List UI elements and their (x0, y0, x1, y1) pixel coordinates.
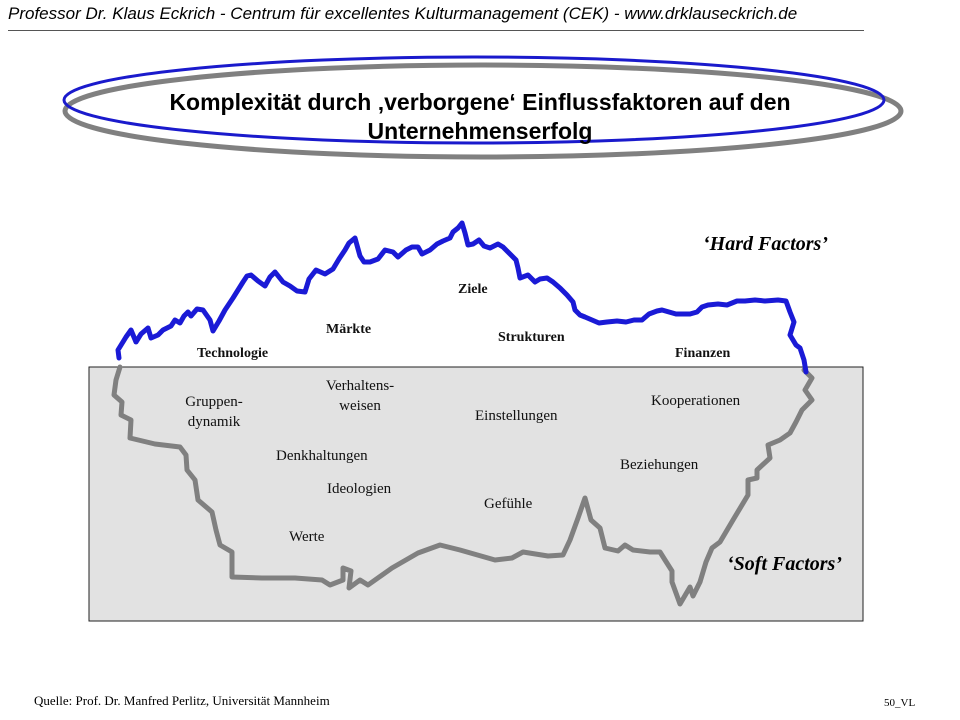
water-area (88, 366, 864, 622)
title-ellipse-grey (62, 62, 904, 160)
slide-header: Professor Dr. Klaus Eckrich - Centrum fü… (8, 4, 798, 23)
label-gruppendynamik: Gruppen- dynamik (172, 392, 256, 432)
title-line-1: Komplexität durch ‚verborgene‘ Einflussf… (169, 89, 791, 115)
label-ziele: Ziele (458, 282, 488, 297)
label-einstellungen: Einstellungen (475, 408, 558, 424)
label-verhaltensweisen-line-2: weisen (339, 398, 381, 414)
label-gruppendynamik-line-1: Gruppen- (185, 394, 243, 410)
label-gefuehle: Gefühle (484, 496, 533, 512)
label-strukturen: Strukturen (498, 330, 565, 345)
label-kooperationen: Kooperationen (651, 393, 741, 409)
label-beziehungen: Beziehungen (620, 457, 699, 473)
label-denkhaltungen: Denkhaltungen (276, 448, 368, 464)
soft-factors-label: ‘Soft Factors’ (727, 553, 842, 575)
label-technologie: Technologie (197, 346, 269, 361)
iceberg-above-water (115, 220, 809, 375)
source-citation: Quelle: Prof. Dr. Manfred Perlitz, Unive… (34, 693, 330, 708)
page-number-value: 50 (884, 697, 895, 709)
iceberg-below-water (111, 364, 815, 607)
label-ideologien: Ideologien (327, 481, 392, 497)
title-line-2: Unternehmenserfolg (367, 118, 593, 144)
title-ellipse-blue (62, 55, 886, 145)
label-gruppendynamik-line-2: dynamik (187, 414, 241, 430)
label-maerkte: Märkte (326, 322, 372, 337)
header-divider (8, 30, 864, 31)
slide-title: Komplexität durch ‚verborgene‘ Einflussf… (110, 88, 850, 146)
page-number: 50_VL (884, 697, 916, 709)
label-werte: Werte (289, 529, 325, 545)
label-finanzen: Finanzen (675, 346, 731, 361)
label-verhaltensweisen-line-1: Verhaltens- (325, 378, 395, 394)
label-verhaltensweisen: Verhaltens- weisen (310, 376, 410, 416)
page-code: VL (900, 697, 916, 709)
hard-factors-label: ‘Hard Factors’ (703, 233, 828, 255)
